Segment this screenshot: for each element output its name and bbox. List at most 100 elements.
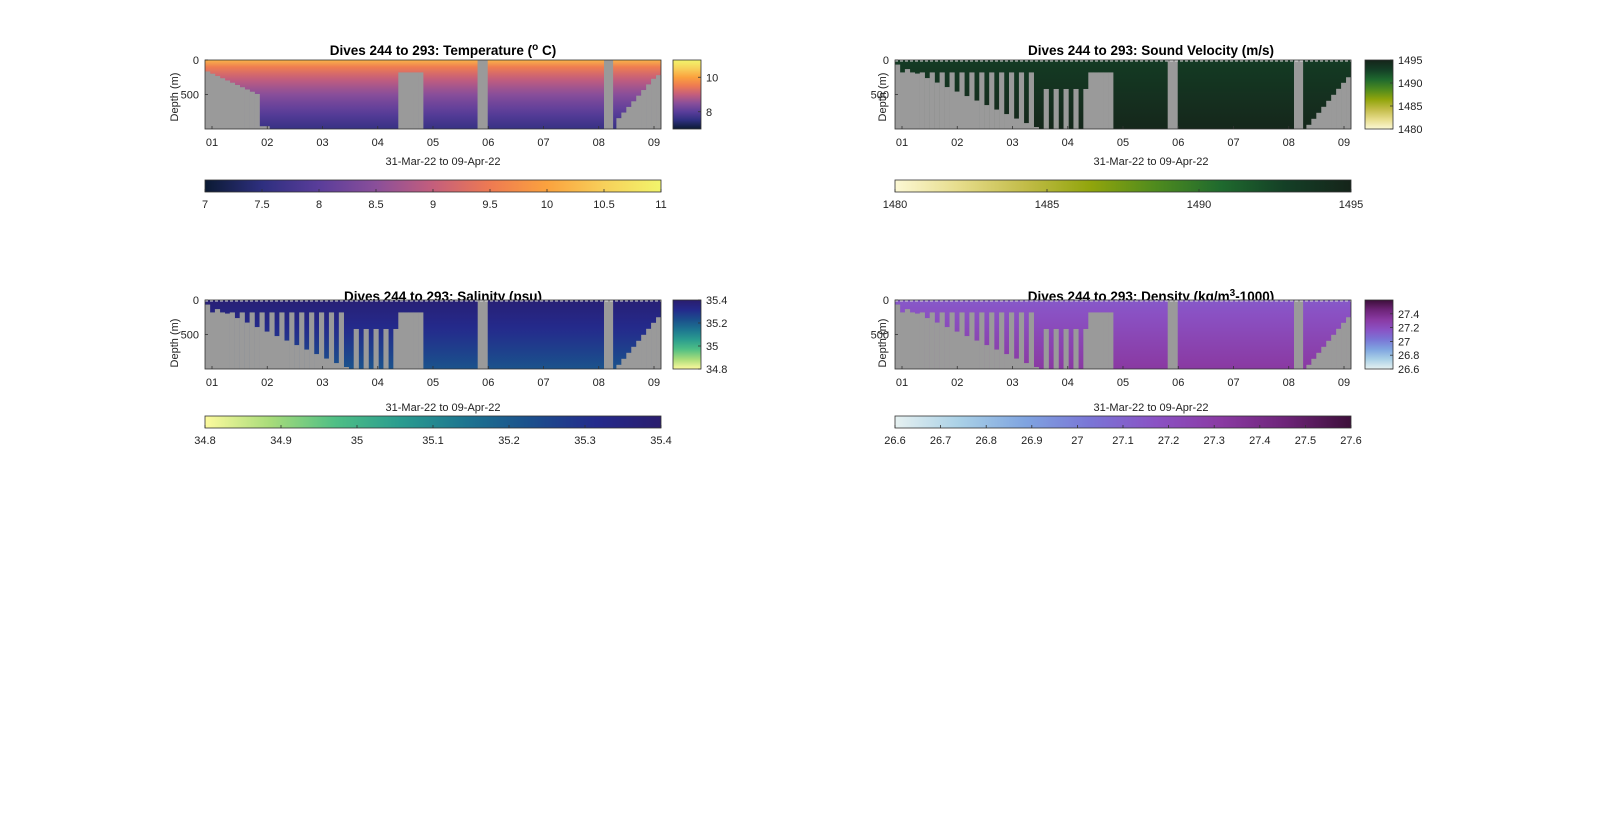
panel-title-main: Dives 244 to 293: Sound Velocity (m/s) <box>1028 43 1274 58</box>
no-data-column <box>1053 328 1059 369</box>
no-data-column <box>408 312 414 369</box>
colorbar-bottom-tick-label: 8.5 <box>368 199 383 211</box>
panel-title: Dives 244 to 293: Temperature (o C) <box>330 42 556 59</box>
no-data-column <box>651 322 657 369</box>
no-data-column <box>398 72 404 129</box>
no-data-column <box>656 317 662 369</box>
no-data-column <box>621 358 627 369</box>
y-axis-label: Depth (m) <box>877 319 889 368</box>
no-data-column <box>294 345 300 369</box>
no-data-column <box>944 87 950 129</box>
x-tick-label: 04 <box>1062 137 1074 149</box>
x-tick-label: 04 <box>372 377 384 389</box>
colorbar-right-tick-label: 35.2 <box>706 318 727 330</box>
no-data-column <box>264 331 270 369</box>
no-data-column <box>646 328 652 369</box>
no-data-column <box>1063 88 1069 129</box>
no-data-column <box>895 304 901 369</box>
no-data-column <box>1033 367 1039 369</box>
no-data-column <box>338 312 344 369</box>
no-data-column <box>413 72 419 129</box>
no-data-column <box>393 328 399 369</box>
no-data-column <box>383 328 389 369</box>
no-data-column <box>1028 312 1034 369</box>
no-data-column <box>214 75 221 129</box>
heatmap-plot: 01 02 03 04 05 06 07 08 09 0 500 <box>181 55 662 149</box>
no-data-column <box>1346 317 1352 369</box>
no-data-column <box>1108 312 1114 369</box>
colorbar-bottom-tick-label: 26.7 <box>930 435 951 447</box>
colorbar-right-bar <box>1364 299 1394 370</box>
no-data-column <box>949 312 955 369</box>
no-data-column <box>249 91 255 129</box>
no-data-column <box>621 112 627 129</box>
x-tick-label: 04 <box>372 137 384 149</box>
x-tick-label: 08 <box>593 377 605 389</box>
heatmap-field <box>205 60 661 129</box>
no-data-column <box>954 331 960 369</box>
no-data-column <box>239 312 245 369</box>
colorbar-bottom-tick-label: 27.5 <box>1295 435 1316 447</box>
colorbar-right-tick-label: 27.2 <box>1398 323 1419 335</box>
data-gap-bar <box>1294 300 1304 369</box>
colorbar-right-tick-label: 27 <box>1398 336 1410 348</box>
colorbar-bottom-tick-label: 10 <box>541 199 553 211</box>
panel-title: Dives 244 to 293: Sound Velocity (m/s) <box>1028 43 1274 58</box>
x-tick-label: 06 <box>1172 377 1184 389</box>
no-data-column <box>1028 72 1034 129</box>
no-data-column <box>1023 123 1030 129</box>
no-data-column <box>1053 88 1059 129</box>
no-data-column <box>919 312 925 369</box>
no-data-column <box>1063 328 1069 369</box>
x-tick-label: 03 <box>316 377 328 389</box>
no-data-column <box>974 340 980 369</box>
data-gap-bar <box>604 60 614 129</box>
no-data-column <box>636 340 642 369</box>
colorbar-right-tick-label: 1490 <box>1398 78 1422 90</box>
data-gap-bar <box>1294 60 1304 129</box>
colorbar-right-tick-label: 26.6 <box>1398 364 1419 376</box>
no-data-column <box>1316 112 1322 129</box>
x-tick-label: 06 <box>1172 137 1184 149</box>
colorbar-right-tick-label: 34.8 <box>706 364 727 376</box>
no-data-column <box>1004 114 1010 129</box>
x-tick-label: 02 <box>261 377 273 389</box>
x-tick-label: 03 <box>1006 137 1018 149</box>
data-gap-bar <box>604 300 614 369</box>
no-data-column <box>403 72 409 129</box>
no-data-column <box>964 96 970 129</box>
no-data-column <box>214 309 221 369</box>
no-data-column <box>259 312 265 369</box>
no-data-column <box>924 318 930 369</box>
colorbar-bottom-tick-label: 26.6 <box>884 435 905 447</box>
no-data-column <box>944 327 950 369</box>
x-tick-label: 06 <box>482 137 494 149</box>
no-data-column <box>1326 340 1332 369</box>
colorbar-bottom-tick-label: 1495 <box>1339 199 1363 211</box>
colorbar-bottom-tick-label: 7.5 <box>254 199 269 211</box>
no-data-column <box>205 71 211 129</box>
colorbar-bottom: 1480 1485 1490 1495 <box>883 179 1363 211</box>
no-data-column <box>899 312 906 369</box>
data-gap-bar <box>477 60 488 129</box>
y-tick-label: 0 <box>193 55 199 67</box>
colorbar-right-tick-label: 27.4 <box>1398 309 1419 321</box>
colorbar-bottom-tick-label: 9.5 <box>482 199 497 211</box>
no-data-column <box>1321 106 1327 129</box>
colorbar-bottom-tick-label: 26.9 <box>1021 435 1042 447</box>
colorbar-bottom-tick-label: 35.4 <box>650 435 671 447</box>
no-data-column <box>254 93 260 129</box>
no-data-column <box>269 312 275 369</box>
no-data-column <box>234 318 240 369</box>
no-data-column <box>1073 88 1079 129</box>
no-data-column <box>904 69 911 129</box>
colorbar-bottom-tick-label: 35.1 <box>422 435 443 447</box>
y-tick-label: 500 <box>871 90 889 102</box>
no-data-column <box>631 346 637 369</box>
colorbar-bottom-tick-label: 9 <box>430 199 436 211</box>
x-tick-label: 03 <box>1006 377 1018 389</box>
no-data-column <box>616 118 622 129</box>
y-axis-label: Depth (m) <box>877 73 889 122</box>
x-tick-label: 08 <box>1283 137 1295 149</box>
